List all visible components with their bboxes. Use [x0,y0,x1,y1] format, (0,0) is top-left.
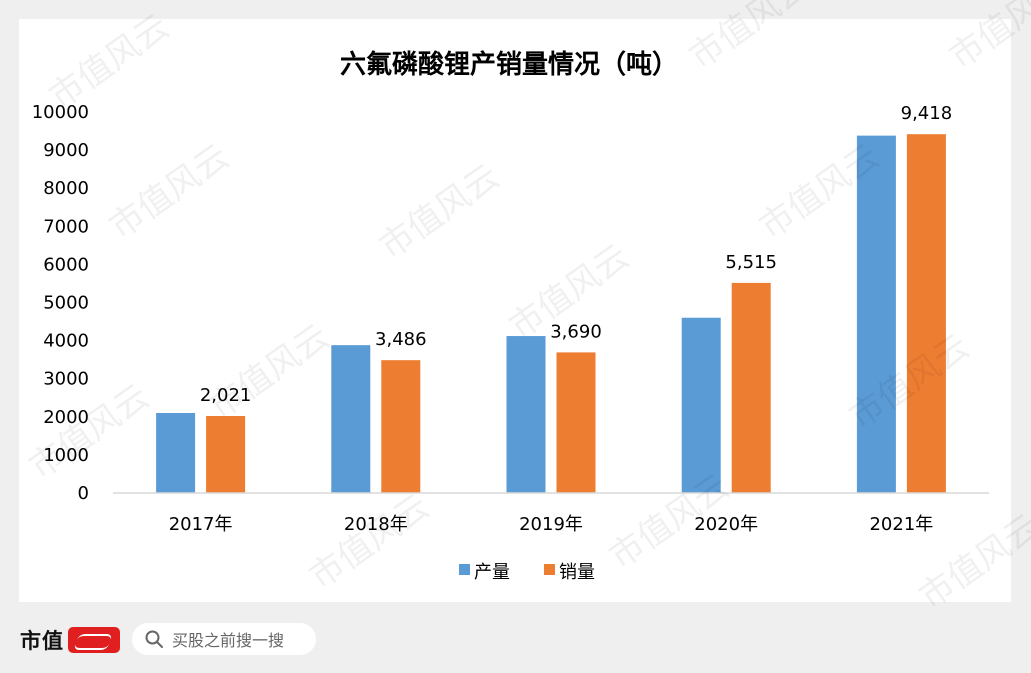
bar-chart: 六氟磷酸锂产销量情况（吨） 0 1000 2000 3000 4000 5000 6000 7… [32,50,989,583]
bar-sales [906,134,946,493]
y-tick-label: 6000 [43,254,89,275]
bars [156,134,946,493]
x-tick-label: 2020年 [694,514,758,535]
x-tick-label: 2021年 [869,514,933,535]
legend-label: 产量 [474,562,510,583]
data-label: 9,418 [901,103,953,124]
y-tick-label: 3000 [43,369,89,390]
data-label: 3,486 [375,329,427,350]
y-tick-label: 10000 [32,102,89,123]
brand[interactable]: 市值 [20,625,120,655]
y-tick-label: 2000 [43,407,89,428]
legend-swatch [459,564,470,575]
chart-title: 六氟磷酸锂产销量情况（吨） [340,50,678,80]
bar-production [331,345,371,493]
bar-production [681,317,721,493]
search-box[interactable]: 买股之前搜一搜 [132,623,316,655]
y-tick-label: 9000 [43,140,89,161]
y-tick-label: 0 [78,483,89,504]
y-axis: 0 1000 2000 3000 4000 5000 6000 7000 8000 9000 100… [32,102,89,504]
y-tick-label: 7000 [43,216,89,237]
brand-name: 市值 [20,629,64,653]
legend: 产量 销量 [459,562,595,583]
bar-sales [556,352,596,493]
y-tick-label: 8000 [43,178,89,199]
y-tick-label: 5000 [43,293,89,314]
data-labels: 2,021 3,486 3,690 5,515 9,418 [200,103,952,406]
y-tick-label: 1000 [43,445,89,466]
bar-production [856,135,896,493]
data-label: 2,021 [200,385,252,406]
bar-sales [731,282,771,493]
data-label: 5,515 [725,252,777,273]
x-tick-label: 2017年 [169,514,233,535]
bar-production [506,336,546,493]
x-tick-label: 2018年 [344,514,408,535]
chart-card: 六氟磷酸锂产销量情况（吨） 0 1000 2000 3000 4000 5000 6000 7… [19,19,1011,602]
footer: 市值 买股之前搜一搜 [0,607,1031,673]
search-icon [145,630,163,648]
legend-swatch [544,564,555,575]
legend-label: 销量 [559,562,595,583]
x-axis: 2017年 2018年 2019年 2020年 2021年 [113,492,989,535]
data-label: 3,690 [550,321,602,342]
bar-sales [206,415,246,493]
fengyun-logo-icon [68,627,120,653]
x-tick-label: 2019年 [519,514,583,535]
bar-production [156,412,196,493]
y-tick-label: 4000 [43,331,89,352]
search-placeholder: 买股之前搜一搜 [172,631,285,650]
bar-sales [381,360,421,493]
